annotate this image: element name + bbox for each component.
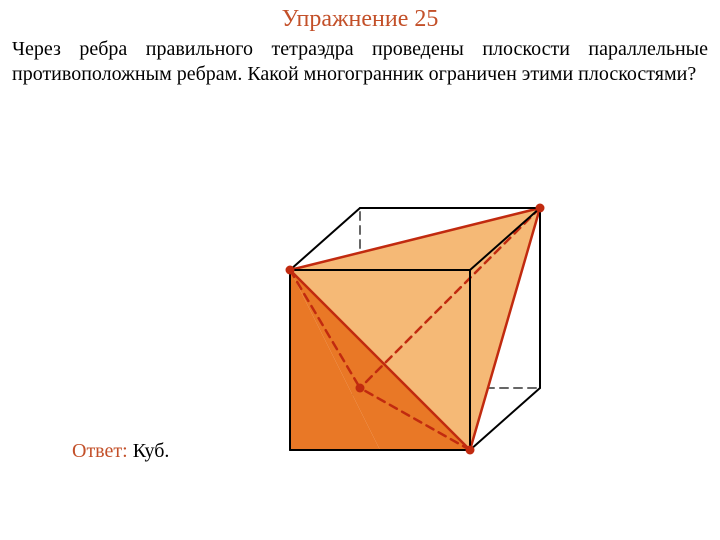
answer-label: Ответ: <box>72 440 128 462</box>
answer-value: Куб. <box>133 440 170 462</box>
exercise-prompt: Через ребра правильного тетраэдра провед… <box>0 33 720 87</box>
answer-line: Ответ: Куб. <box>72 440 169 463</box>
cube-tetrahedron-figure <box>240 180 560 500</box>
exercise-title: Упражнение 25 <box>0 0 720 33</box>
